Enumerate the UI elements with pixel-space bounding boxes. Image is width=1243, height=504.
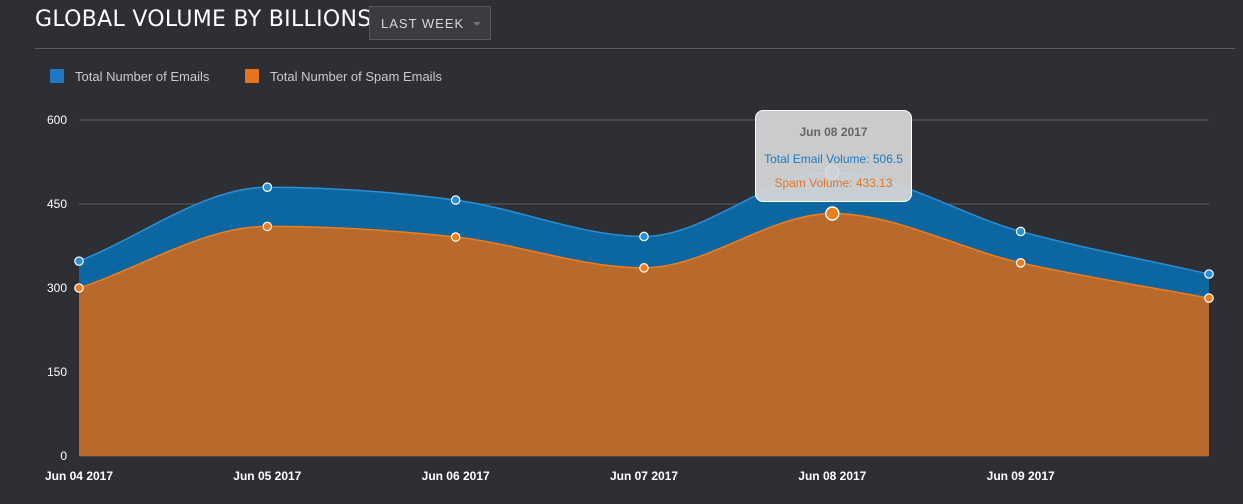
legend-swatch-spam-emails (245, 69, 259, 83)
y-tick-label-150: 150 (47, 365, 67, 379)
point-spam-emails-6[interactable] (1204, 293, 1214, 303)
page-title: GLOBAL VOLUME BY BILLIONS (35, 7, 372, 32)
point-total-emails-1[interactable] (262, 182, 273, 192)
point-spam-emails-2[interactable] (450, 232, 461, 242)
x-axis-ticks: Jun 04 2017 Jun 05 2017 Jun 06 2017 Jun 07 … (45, 469, 1055, 483)
point-spam-emails-3[interactable] (639, 263, 649, 273)
chart-tooltip: Jun 08 2017 Total Email Volume: 506.5 Sp… (755, 110, 912, 202)
y-tick-label-0: 0 (60, 449, 67, 463)
point-total-emails-0[interactable] (74, 256, 84, 266)
point-spam-emails-5[interactable] (1015, 257, 1026, 268)
point-total-emails-2[interactable] (450, 195, 461, 205)
y-tick-label-300: 300 (47, 281, 67, 295)
chart-header: GLOBAL VOLUME BY BILLIONS LAST WEEK (0, 0, 1243, 50)
tooltip-date: Jun 08 2017 (799, 125, 868, 139)
x-tick-label-5: Jun 09 2017 (987, 469, 1055, 483)
header-divider (35, 48, 1235, 49)
x-tick-label-3: Jun 07 2017 (610, 469, 678, 483)
point-total-emails-6[interactable] (1204, 269, 1214, 279)
x-tick-label-0: Jun 04 2017 (45, 469, 113, 483)
x-tick-label-2: Jun 06 2017 (422, 469, 490, 483)
legend-label-total-emails: Total Number of Emails (75, 69, 210, 84)
time-range-selected: LAST WEEK (381, 16, 465, 31)
chart-areas (78, 171, 1210, 457)
x-tick-label-4: Jun 08 2017 (798, 469, 866, 483)
point-total-emails-5[interactable] (1015, 226, 1026, 237)
y-tick-label-600: 600 (47, 113, 67, 127)
y-axis-ticks: 0 150 300 450 600 (47, 113, 67, 463)
legend-label-spam-emails: Total Number of Spam Emails (270, 69, 442, 84)
point-spam-emails-1[interactable] (262, 221, 273, 232)
area-spam-emails (79, 213, 1209, 456)
legend-swatch-total-emails (50, 69, 64, 83)
x-tick-label-1: Jun 05 2017 (233, 469, 301, 483)
time-range-dropdown[interactable]: LAST WEEK (369, 6, 491, 40)
point-spam-emails-0[interactable] (74, 283, 84, 293)
caret-down-icon (473, 22, 481, 26)
point-spam-emails-4[interactable] (825, 206, 840, 221)
tooltip-spam-volume: Spam Volume: 433.13 (774, 176, 893, 190)
y-tick-label-450: 450 (47, 197, 67, 211)
tooltip-total-volume: Total Email Volume: 506.5 (764, 152, 903, 166)
point-total-emails-3[interactable] (639, 231, 649, 242)
